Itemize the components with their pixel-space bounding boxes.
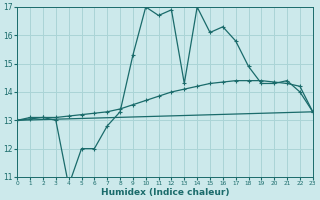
X-axis label: Humidex (Indice chaleur): Humidex (Indice chaleur) xyxy=(101,188,229,197)
